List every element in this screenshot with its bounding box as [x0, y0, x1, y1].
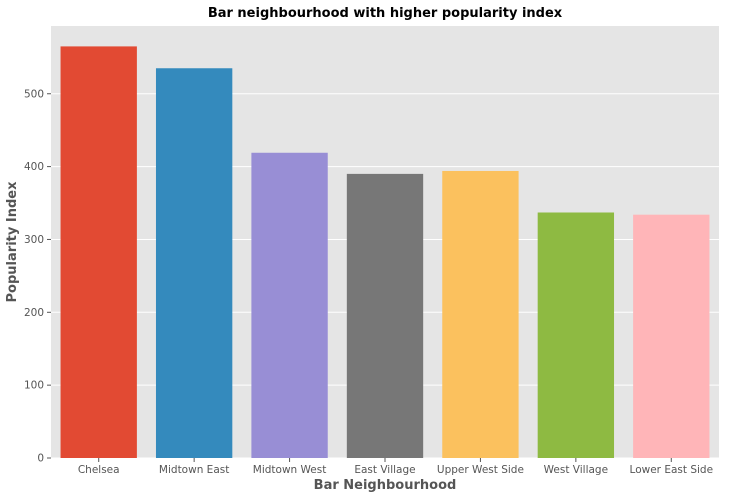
bar-midtown-west	[251, 152, 328, 458]
bar-upper-west-side	[442, 170, 519, 459]
x-tick-label: West Village	[544, 464, 608, 476]
y-tick-label: 500	[24, 88, 44, 100]
bar-east-village	[346, 173, 424, 459]
x-tick-label: Chelsea	[78, 464, 120, 476]
bars	[60, 46, 710, 459]
x-tick-label: Midtown West	[253, 464, 327, 476]
y-tick-label: 100	[24, 380, 44, 392]
bar-lower-east-side	[633, 214, 710, 458]
x-tick-label: Upper West Side	[437, 464, 524, 476]
y-tick-label: 400	[24, 161, 44, 173]
x-tick-label: Lower East Side	[630, 464, 714, 476]
y-axis-ticks: 0 100 200 300 400 500	[24, 88, 51, 465]
x-axis-label: Bar Neighbourhood	[314, 478, 457, 493]
bar-west-village	[537, 212, 615, 458]
bar-midtown-east	[155, 68, 233, 458]
x-tick-label: East Village	[354, 464, 415, 476]
bar-chelsea	[60, 46, 137, 458]
x-axis-ticks: Chelsea Midtown East Midtown West East Vill…	[78, 458, 713, 476]
chart-title: Bar neighbourhood with higher popularity…	[208, 6, 563, 21]
y-tick-label: 300	[24, 234, 44, 246]
x-tick-label: Midtown East	[159, 464, 229, 476]
y-axis-label: Popularity Index	[5, 181, 20, 303]
y-tick-label: 0	[37, 453, 44, 465]
y-tick-label: 200	[24, 307, 44, 319]
